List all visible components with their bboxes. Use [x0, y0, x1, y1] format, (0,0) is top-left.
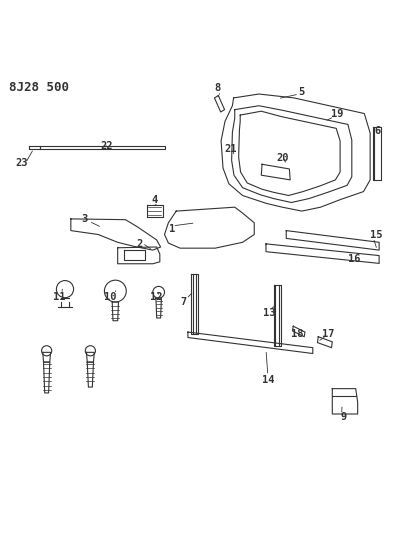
Text: 9: 9	[341, 412, 347, 422]
Text: 8: 8	[214, 83, 220, 93]
Text: 6: 6	[374, 126, 380, 136]
Text: 4: 4	[152, 195, 158, 205]
Text: 20: 20	[276, 154, 288, 164]
Text: 11: 11	[53, 292, 65, 302]
Text: 1: 1	[169, 224, 175, 233]
Text: 13: 13	[263, 308, 275, 318]
Text: 21: 21	[224, 144, 237, 154]
Text: 3: 3	[81, 214, 88, 224]
Text: 7: 7	[180, 297, 186, 306]
Text: 15: 15	[370, 230, 383, 240]
Text: 14: 14	[262, 375, 274, 385]
Text: 22: 22	[101, 141, 113, 150]
Text: 18: 18	[291, 329, 303, 339]
Text: 10: 10	[105, 292, 117, 302]
Text: 23: 23	[16, 158, 28, 168]
Text: 19: 19	[331, 109, 343, 119]
Text: 8J28 500: 8J28 500	[9, 81, 69, 94]
Text: 17: 17	[322, 329, 335, 339]
Text: 12: 12	[151, 292, 163, 302]
Text: 16: 16	[347, 254, 360, 264]
Text: 2: 2	[136, 239, 142, 249]
Text: 5: 5	[298, 87, 304, 97]
